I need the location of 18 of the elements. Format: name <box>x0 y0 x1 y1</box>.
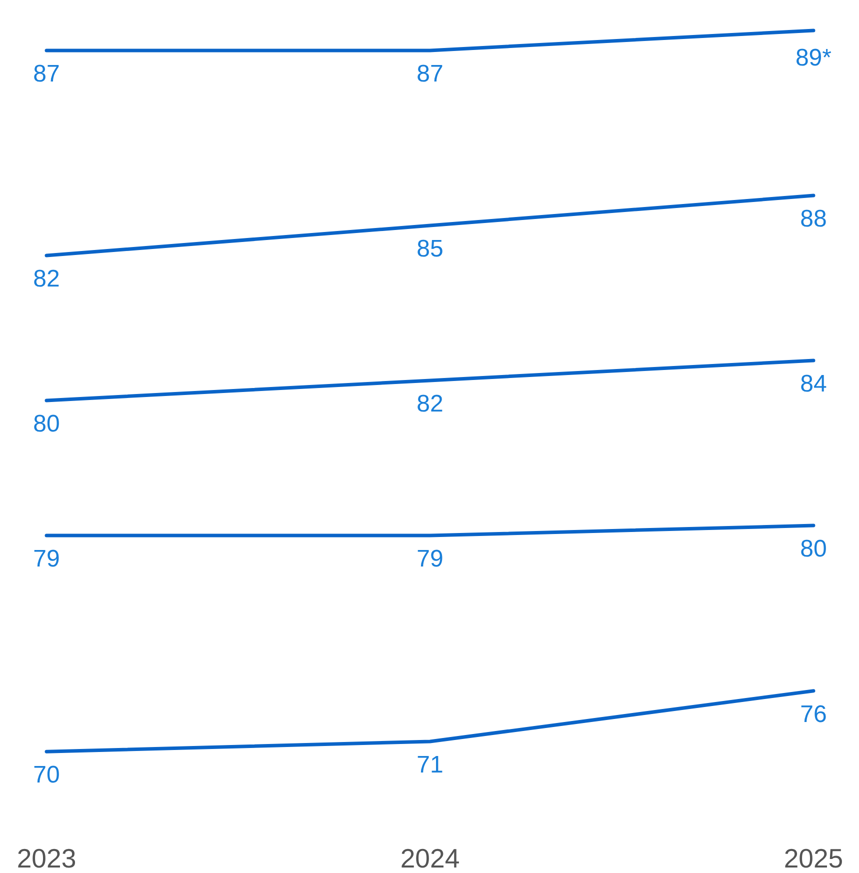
data-label: 87 <box>416 60 444 88</box>
x-tick-label: 2025 <box>784 844 844 873</box>
data-label: 85 <box>416 236 444 262</box>
data-label: 80 <box>33 410 60 438</box>
x-tick-label: 2024 <box>400 844 460 873</box>
x-tick-label: 2023 <box>16 844 76 873</box>
data-label: 82 <box>33 266 60 292</box>
data-label: 88 <box>800 206 827 232</box>
data-label: 80 <box>800 536 827 562</box>
data-label: 70 <box>33 762 60 789</box>
data-label: 79 <box>416 546 444 572</box>
data-label: 71 <box>416 752 444 778</box>
data-label: 79 <box>33 546 60 572</box>
data-label: 84 <box>800 370 827 398</box>
data-label: 82 <box>416 390 444 418</box>
data-label: 89* <box>795 44 832 72</box>
data-label: 76 <box>800 700 827 728</box>
data-label: 87 <box>33 60 60 88</box>
